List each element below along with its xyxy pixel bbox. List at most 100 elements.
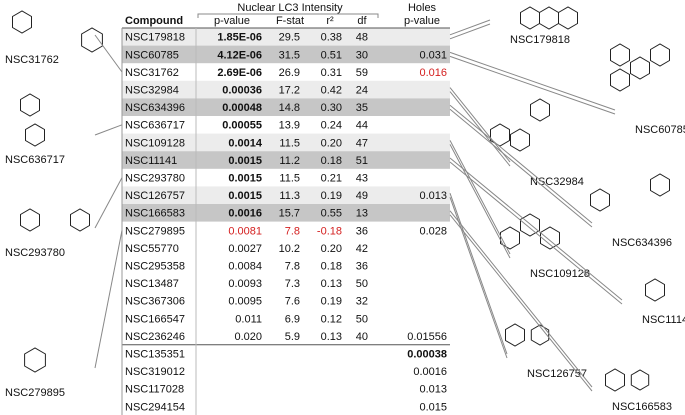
cell: 0.55 bbox=[321, 208, 342, 220]
connector bbox=[94, 124, 123, 136]
cell: NSC367306 bbox=[125, 296, 185, 308]
cell: 51 bbox=[356, 155, 368, 167]
column-header: Compound bbox=[125, 15, 183, 27]
cell: NSC126757 bbox=[125, 190, 185, 202]
connector bbox=[449, 210, 593, 392]
group-header: Holes bbox=[408, 2, 437, 14]
cell: 17.2 bbox=[279, 85, 300, 97]
cell: 0.19 bbox=[321, 190, 342, 202]
cell: 35 bbox=[356, 102, 368, 114]
structure-label: NSC32984 bbox=[530, 176, 584, 188]
cell: 50 bbox=[356, 313, 368, 325]
cell: 7.8 bbox=[285, 225, 300, 237]
cell: 48 bbox=[356, 32, 368, 44]
cell: 6.9 bbox=[285, 313, 300, 325]
connector bbox=[449, 157, 623, 305]
cell: NSC166547 bbox=[125, 313, 185, 325]
cell: 44 bbox=[356, 120, 368, 132]
cell: NSC179818 bbox=[125, 32, 185, 44]
cell: NSC236246 bbox=[125, 331, 185, 343]
row-shade bbox=[122, 133, 450, 152]
connector bbox=[94, 230, 123, 369]
cell: 0.0016 bbox=[228, 208, 262, 220]
cell: 32 bbox=[356, 296, 368, 308]
cell: 26.9 bbox=[279, 67, 300, 79]
column-header: p-value bbox=[214, 15, 250, 27]
cell: 59 bbox=[356, 67, 368, 79]
connector bbox=[449, 104, 593, 228]
structure bbox=[645, 278, 665, 302]
cell: 0.020 bbox=[234, 331, 262, 343]
cell: 36 bbox=[356, 261, 368, 273]
cell: 7.3 bbox=[285, 278, 300, 290]
row-shade bbox=[122, 204, 450, 222]
cell: 4.12E-06 bbox=[217, 49, 262, 61]
cell: 7.6 bbox=[285, 296, 300, 308]
cell: 0.031 bbox=[419, 49, 447, 61]
cell: 49 bbox=[356, 190, 368, 202]
cell: 0.21 bbox=[321, 173, 342, 185]
cell: 0.0015 bbox=[228, 190, 262, 202]
cell: 0.0081 bbox=[228, 225, 262, 237]
cell: 1.85E-06 bbox=[217, 32, 262, 44]
connector bbox=[449, 19, 491, 40]
cell: 0.18 bbox=[321, 261, 342, 273]
cell: 15.7 bbox=[279, 208, 300, 220]
cell: 0.00038 bbox=[407, 349, 447, 361]
cell: 0.13 bbox=[321, 331, 342, 343]
cell: 0.20 bbox=[321, 137, 342, 149]
cell: NSC60785 bbox=[125, 49, 179, 61]
cell: 0.01556 bbox=[407, 331, 447, 343]
structure bbox=[24, 347, 46, 373]
cell: 0.24 bbox=[321, 120, 342, 132]
connector bbox=[449, 140, 511, 259]
cell: 50 bbox=[356, 278, 368, 290]
cell: 11.2 bbox=[279, 155, 300, 167]
cell: 7.8 bbox=[285, 261, 300, 273]
cell: NSC11141 bbox=[125, 155, 177, 167]
cell: 43 bbox=[356, 173, 368, 185]
row-shade bbox=[122, 28, 450, 46]
cell: 0.38 bbox=[321, 32, 342, 44]
structure-label: NSC179818 bbox=[510, 34, 570, 46]
cell: -0.18 bbox=[317, 225, 342, 237]
cell: 0.20 bbox=[321, 243, 342, 255]
cell: 0.00048 bbox=[222, 102, 262, 114]
cell: 14.8 bbox=[279, 102, 300, 114]
column-header: F-stat bbox=[276, 15, 304, 27]
row-shade bbox=[122, 80, 450, 99]
cell: 0.12 bbox=[321, 313, 342, 325]
column-header: p-value bbox=[404, 15, 440, 27]
cell: 0.18 bbox=[321, 155, 342, 167]
structure-label: NSC60785 bbox=[635, 124, 685, 136]
row-shade bbox=[122, 98, 450, 116]
connector bbox=[94, 34, 123, 73]
connector bbox=[449, 87, 511, 167]
cell: 0.19 bbox=[321, 296, 342, 308]
cell: 0.0014 bbox=[228, 137, 263, 149]
cell: 2.69E-06 bbox=[217, 67, 262, 79]
structure bbox=[590, 173, 670, 212]
cell: NSC295358 bbox=[125, 261, 185, 273]
cell: 0.013 bbox=[419, 190, 447, 202]
cell: NSC293780 bbox=[125, 173, 185, 185]
cell: 13 bbox=[356, 208, 368, 220]
structure bbox=[500, 213, 560, 250]
cell: 0.011 bbox=[235, 313, 262, 325]
structure-label: NSC166583 bbox=[612, 401, 672, 413]
cell: NSC13487 bbox=[125, 278, 179, 290]
cell: 0.0015 bbox=[228, 155, 262, 167]
cell: NSC55770 bbox=[125, 243, 179, 255]
cell: NSC636717 bbox=[125, 120, 185, 132]
cell: 0.0016 bbox=[413, 366, 447, 378]
cell: 0.0095 bbox=[228, 296, 262, 308]
structure bbox=[12, 10, 103, 53]
cell: 30 bbox=[356, 49, 368, 61]
structure-label: NSC279895 bbox=[5, 387, 65, 399]
cell: NSC117028 bbox=[125, 384, 184, 396]
cell: 13.9 bbox=[279, 120, 300, 132]
cell: NSC294154 bbox=[125, 401, 185, 413]
structure-label: NSC636717 bbox=[5, 154, 65, 166]
row-shade bbox=[122, 186, 450, 204]
